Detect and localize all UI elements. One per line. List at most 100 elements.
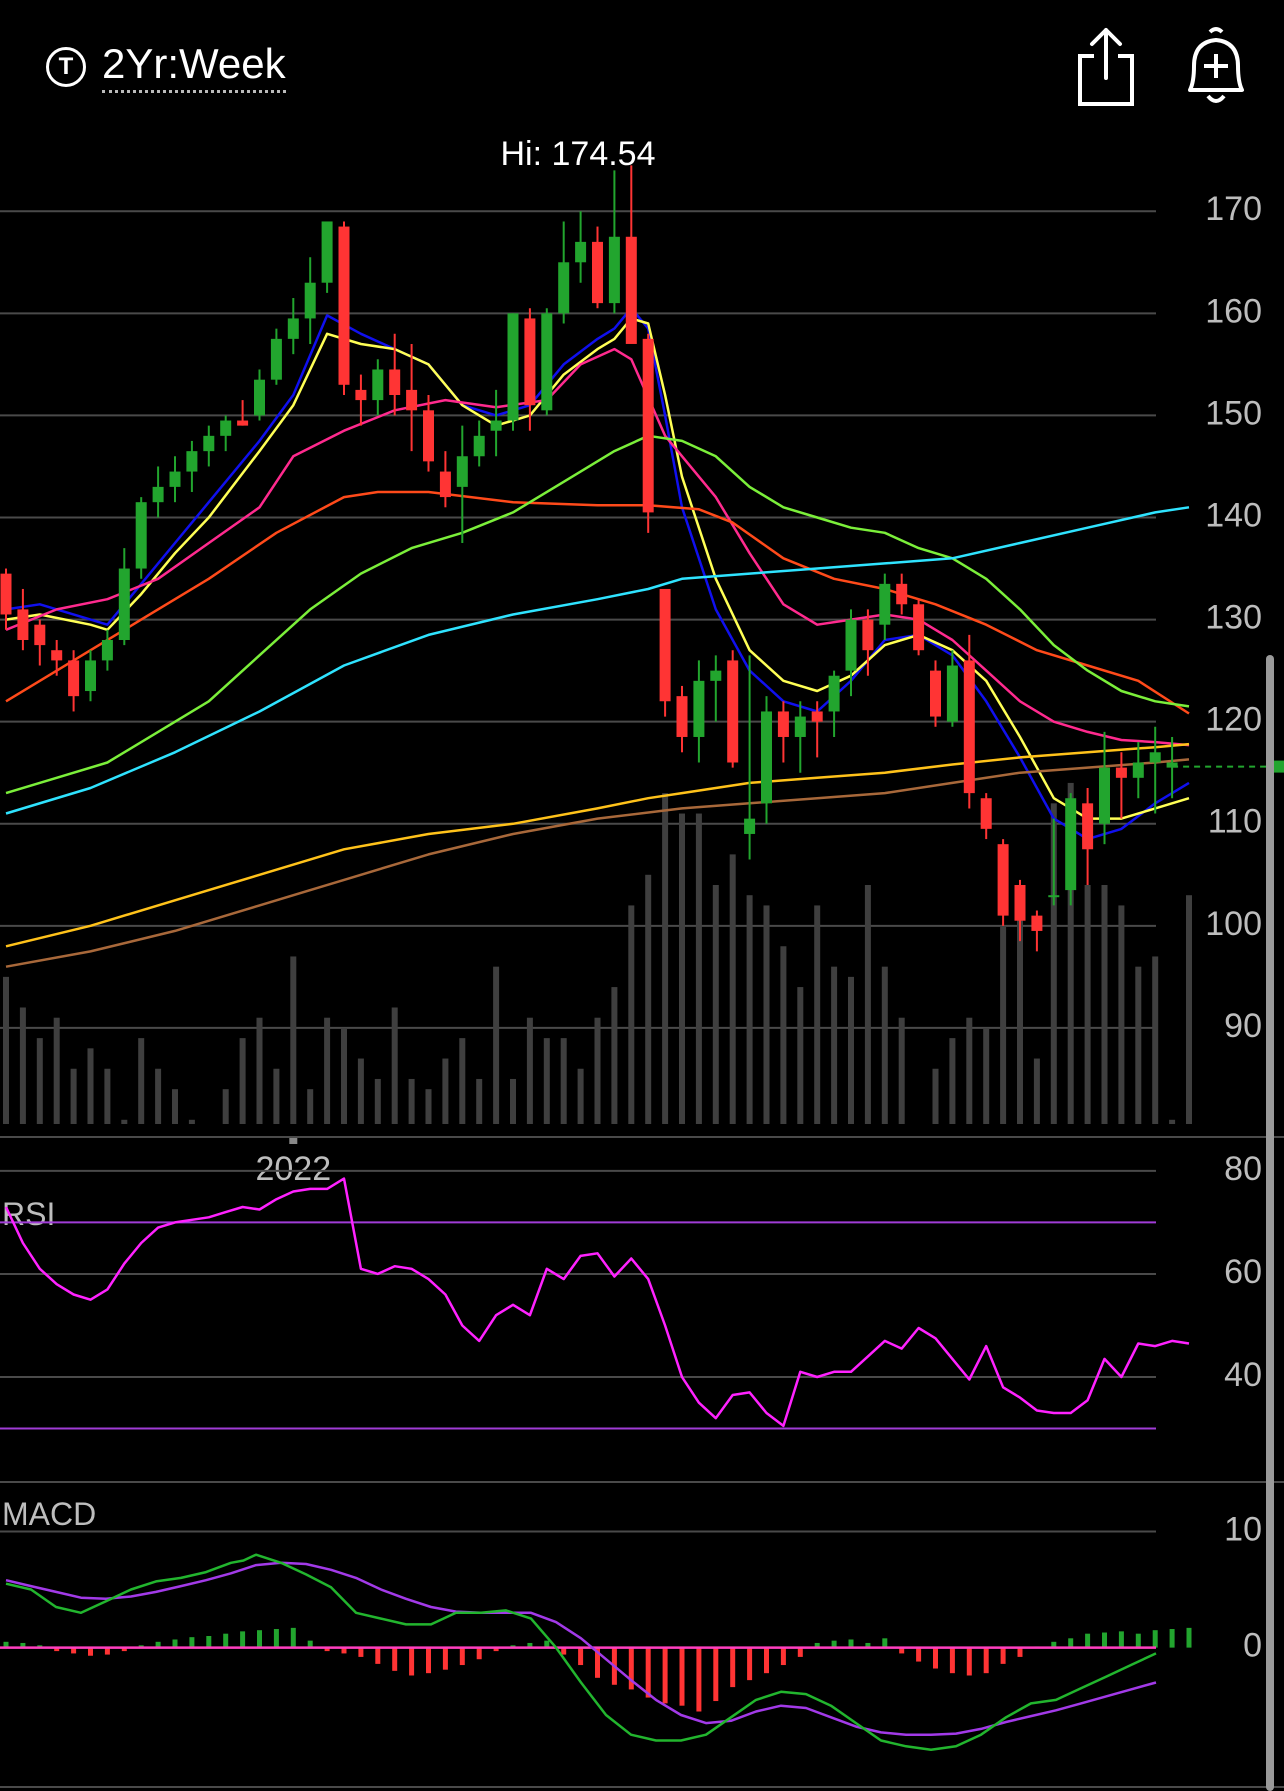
macd-signal-line	[5, 1561, 1157, 1736]
volume-bar	[324, 1017, 331, 1124]
candle-body	[777, 711, 789, 737]
macd-tick-label: 10	[1224, 1510, 1262, 1548]
volume-bar	[459, 1038, 466, 1124]
timeframe-selector[interactable]: T 2Yr:Week	[46, 40, 286, 93]
candle-body	[51, 650, 63, 661]
timeframe-label: 2Yr:Week	[102, 40, 286, 93]
candle-body	[963, 660, 975, 794]
macd-histogram-bar	[578, 1647, 584, 1666]
rsi-line	[4, 1177, 1190, 1428]
candle-body	[439, 471, 451, 498]
timeframe-icon: T	[46, 46, 86, 87]
macd-histogram-bar	[1152, 1630, 1158, 1648]
volume-bar	[121, 1119, 128, 1124]
macd-histogram-bar	[797, 1647, 803, 1657]
candle-body	[592, 241, 603, 304]
candle-body	[896, 583, 908, 605]
volume-bar	[188, 1119, 195, 1124]
macd-histogram-bar	[493, 1647, 499, 1652]
macd-histogram-bar	[273, 1629, 279, 1648]
candle-body	[186, 451, 198, 472]
candle-body	[254, 379, 265, 416]
volume-bar	[712, 885, 719, 1124]
macd-histogram-bar	[1169, 1629, 1175, 1648]
rsi-tick-label: 80	[1224, 1150, 1262, 1188]
macd-panel: 10 0	[0, 1510, 1262, 1752]
candlesticks	[0, 165, 1178, 952]
macd-histogram-bar	[104, 1647, 110, 1655]
candle-body	[473, 435, 485, 457]
macd-histogram-bar	[1118, 1631, 1124, 1648]
macd-histogram-bar	[375, 1647, 381, 1664]
macd-histogram-bar	[899, 1647, 905, 1654]
macd-histogram-bar	[1000, 1647, 1006, 1664]
volume-bar	[70, 1068, 77, 1124]
macd-tick-label: 0	[1243, 1627, 1262, 1665]
price-tick-label: 160	[1205, 292, 1262, 330]
candle-body	[270, 338, 282, 380]
macd-histogram-bar	[1085, 1633, 1091, 1648]
volume-bar	[3, 976, 9, 1124]
price-tick-label: 170	[1205, 190, 1262, 228]
volume-bar	[1033, 1058, 1040, 1124]
candle-body	[1031, 915, 1043, 931]
candle-body	[558, 262, 570, 314]
candle-body	[608, 236, 620, 304]
macd-histogram-bar	[645, 1647, 651, 1698]
macd-histogram-bar	[257, 1630, 262, 1648]
macd-histogram-bar	[713, 1647, 719, 1702]
last-price-marker	[1172, 760, 1284, 773]
price-tick-label: 120	[1205, 701, 1262, 739]
macd-histogram-bar	[121, 1647, 127, 1652]
share-icon	[1078, 28, 1134, 106]
price-tick-label: 90	[1224, 1007, 1262, 1045]
macd-histogram-bar	[476, 1647, 482, 1660]
volume-bar	[645, 874, 652, 1124]
x-axis-year-label: 2022	[255, 1150, 331, 1188]
candle-body	[355, 389, 367, 401]
price-grid	[0, 210, 1156, 1029]
volume-bar	[1050, 803, 1057, 1124]
price-tick-label: 130	[1205, 599, 1262, 637]
macd-histogram-bar	[71, 1647, 77, 1654]
macd-histogram-bar	[307, 1640, 313, 1648]
macd-histogram-bar	[764, 1647, 769, 1674]
volume-bar	[949, 1038, 956, 1124]
volume-bar	[36, 1038, 43, 1124]
macd-histogram-bar	[831, 1640, 837, 1648]
macd-histogram-bar	[527, 1642, 533, 1648]
moving-average-line	[5, 317, 1190, 820]
volume-bar	[898, 1017, 905, 1124]
volume-bar	[695, 813, 702, 1124]
add-alert-button[interactable]	[1180, 26, 1252, 108]
candle-body	[1099, 767, 1110, 824]
macd-histogram-bar	[20, 1642, 26, 1648]
moving-average-line	[5, 506, 1190, 815]
macd-histogram-bar	[933, 1647, 938, 1669]
volume-bar	[307, 1089, 314, 1124]
moving-average-line	[5, 434, 1190, 795]
macd-histogram-bar	[544, 1640, 550, 1648]
volume-bar	[19, 1007, 26, 1124]
volume-bar	[662, 793, 669, 1124]
vertical-scrollbar[interactable]	[1266, 655, 1274, 1791]
volume-bar	[374, 1078, 381, 1124]
candle-body	[524, 318, 536, 406]
volume-bar	[442, 1058, 449, 1124]
volume-bar	[1169, 1119, 1176, 1124]
x-axis-year-tick	[289, 1138, 298, 1144]
candle-body	[203, 435, 215, 452]
volume-bar	[408, 1078, 415, 1124]
volume-bar	[763, 905, 770, 1124]
candle-body	[710, 670, 722, 681]
share-button[interactable]	[1074, 26, 1138, 108]
macd-histogram-bar	[966, 1647, 972, 1676]
candle-body	[828, 675, 840, 712]
volume-bar	[1067, 782, 1074, 1124]
price-tick-label: 110	[1208, 803, 1262, 841]
volume-bar	[831, 966, 838, 1124]
volume-bars	[3, 782, 1192, 1124]
price-tick-label: 150	[1205, 394, 1262, 432]
macd-histogram-bar	[1186, 1627, 1192, 1648]
